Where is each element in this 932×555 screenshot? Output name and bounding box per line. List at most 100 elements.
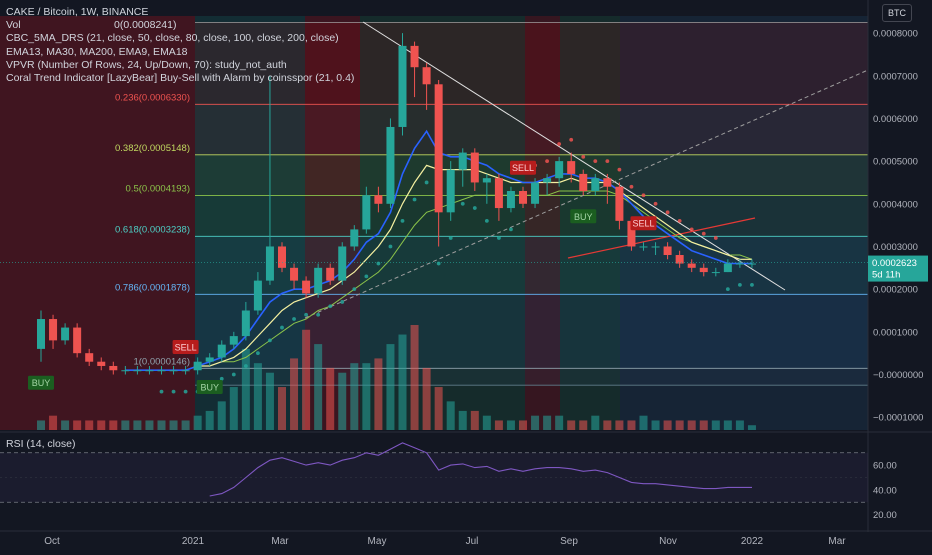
candle-body — [386, 126, 395, 204]
volume-bar — [410, 325, 419, 430]
signal-tag-bg — [28, 375, 54, 390]
sell-signal-tag: SELL — [172, 339, 199, 354]
candle-body — [651, 246, 660, 248]
coral-dot — [183, 389, 188, 394]
candle-body — [543, 178, 552, 183]
y-tick-label: 0.0004000 — [873, 199, 918, 210]
candle-body — [169, 370, 178, 372]
coral-dot — [677, 218, 682, 223]
coral-dot — [581, 154, 586, 159]
volume-bar — [711, 420, 720, 430]
legend-symbol[interactable]: CAKE / Bitcoin, 1W, BINANCE — [6, 6, 149, 18]
candle-body — [193, 361, 202, 371]
candle-body — [133, 370, 142, 372]
coral-dot — [701, 231, 706, 236]
volume-bar — [699, 420, 708, 430]
coral-dot — [653, 201, 658, 206]
volume-bar — [687, 420, 696, 430]
candle-body — [675, 255, 684, 264]
candle-body — [615, 186, 624, 221]
volume-bar — [85, 420, 94, 430]
fib-label: 0.236(0.0006330) — [115, 92, 190, 103]
legend-indicator-vpvr[interactable]: VPVR (Number Of Rows, 24, Up/Down, 70): … — [6, 58, 287, 71]
volume-bar — [591, 415, 600, 430]
fib-zone — [195, 22, 868, 105]
coral-dot — [460, 201, 465, 206]
volume-bar — [157, 420, 166, 430]
red-trendline — [567, 217, 756, 259]
candle-body — [579, 173, 588, 191]
legend-indicator-cbc[interactable]: CBC_5MA_DRS (21, close, 50, close, 80, c… — [6, 32, 339, 45]
coral-dot — [484, 218, 489, 223]
candle-body — [350, 229, 359, 247]
candle-body — [253, 280, 262, 311]
coral-dot — [545, 159, 549, 164]
coral-dot — [629, 184, 634, 189]
candle-body — [470, 152, 479, 183]
candle-body — [61, 327, 70, 341]
coral-dot — [292, 317, 296, 321]
volume-bar — [735, 420, 744, 430]
volume-bar — [639, 415, 648, 430]
candle-body — [555, 161, 564, 179]
currency-button[interactable]: BTC — [882, 4, 912, 22]
candle-body — [482, 178, 491, 183]
candle-body — [410, 45, 419, 68]
buy-signal-tag: BUY — [196, 379, 223, 394]
coral-dot — [436, 261, 441, 266]
coral-dot — [617, 167, 622, 172]
candle-body — [711, 272, 720, 274]
legend-indicator-ema[interactable]: EMA13, MA30, MA200, EMA9, EMA18 — [6, 45, 188, 58]
volume-bar — [627, 420, 636, 430]
buy-signal-tag: BUY — [570, 209, 597, 224]
legend-indicator-coral[interactable]: Coral Trend Indicator [LazyBear] Buy-Sel… — [6, 72, 355, 85]
volume-bar — [555, 415, 564, 430]
candle-body — [458, 152, 467, 170]
candle-body — [591, 178, 600, 191]
coral-dot — [340, 300, 345, 304]
candle-body — [37, 319, 45, 349]
x-tick-label: Mar — [828, 536, 846, 547]
candle-body — [49, 319, 58, 341]
candle-body — [157, 370, 166, 372]
volume-bar — [145, 420, 154, 430]
coral-dot — [448, 236, 453, 240]
volume-bar — [747, 425, 756, 430]
rsi-legend[interactable]: RSI (14, close) — [6, 438, 76, 450]
candle-body — [97, 361, 106, 366]
candle-body — [121, 370, 130, 372]
volume-bar — [398, 334, 407, 430]
legend-vol[interactable]: Vol — [6, 19, 21, 32]
rsi-tick-label: 20.00 — [873, 510, 897, 521]
candle-body — [531, 182, 540, 204]
coral-dot — [412, 197, 417, 202]
coral-dot — [400, 218, 405, 223]
coral-dot — [509, 227, 513, 232]
volume-bar — [519, 420, 527, 430]
rsi-line — [209, 442, 752, 497]
sell-signal-tag: SELL — [510, 160, 536, 175]
fib-zone — [195, 236, 868, 295]
buy-signal-tag: BUY — [28, 375, 54, 390]
x-tick-label: Mar — [271, 536, 289, 547]
candle-body — [314, 267, 323, 294]
signal-tag-bg — [570, 209, 597, 224]
volume-bar — [458, 410, 467, 430]
candle-body — [639, 246, 648, 248]
signal-tag-bg — [172, 339, 199, 354]
volume-bar — [193, 415, 202, 430]
candle-body — [241, 310, 250, 337]
coral-dot — [268, 338, 272, 343]
coral-dot — [557, 142, 562, 146]
x-tick-label: Oct — [44, 536, 60, 547]
coral-dot — [641, 193, 646, 198]
y-tick-label: 0.0002000 — [873, 285, 918, 296]
coral-dot — [352, 287, 357, 292]
signal-label: SELL — [175, 342, 197, 352]
price-badge-countdown: 5d 11h — [872, 270, 900, 281]
y-tick-label: 0.0008000 — [873, 29, 918, 40]
candle-body — [217, 344, 226, 358]
coral-dot — [159, 389, 164, 394]
